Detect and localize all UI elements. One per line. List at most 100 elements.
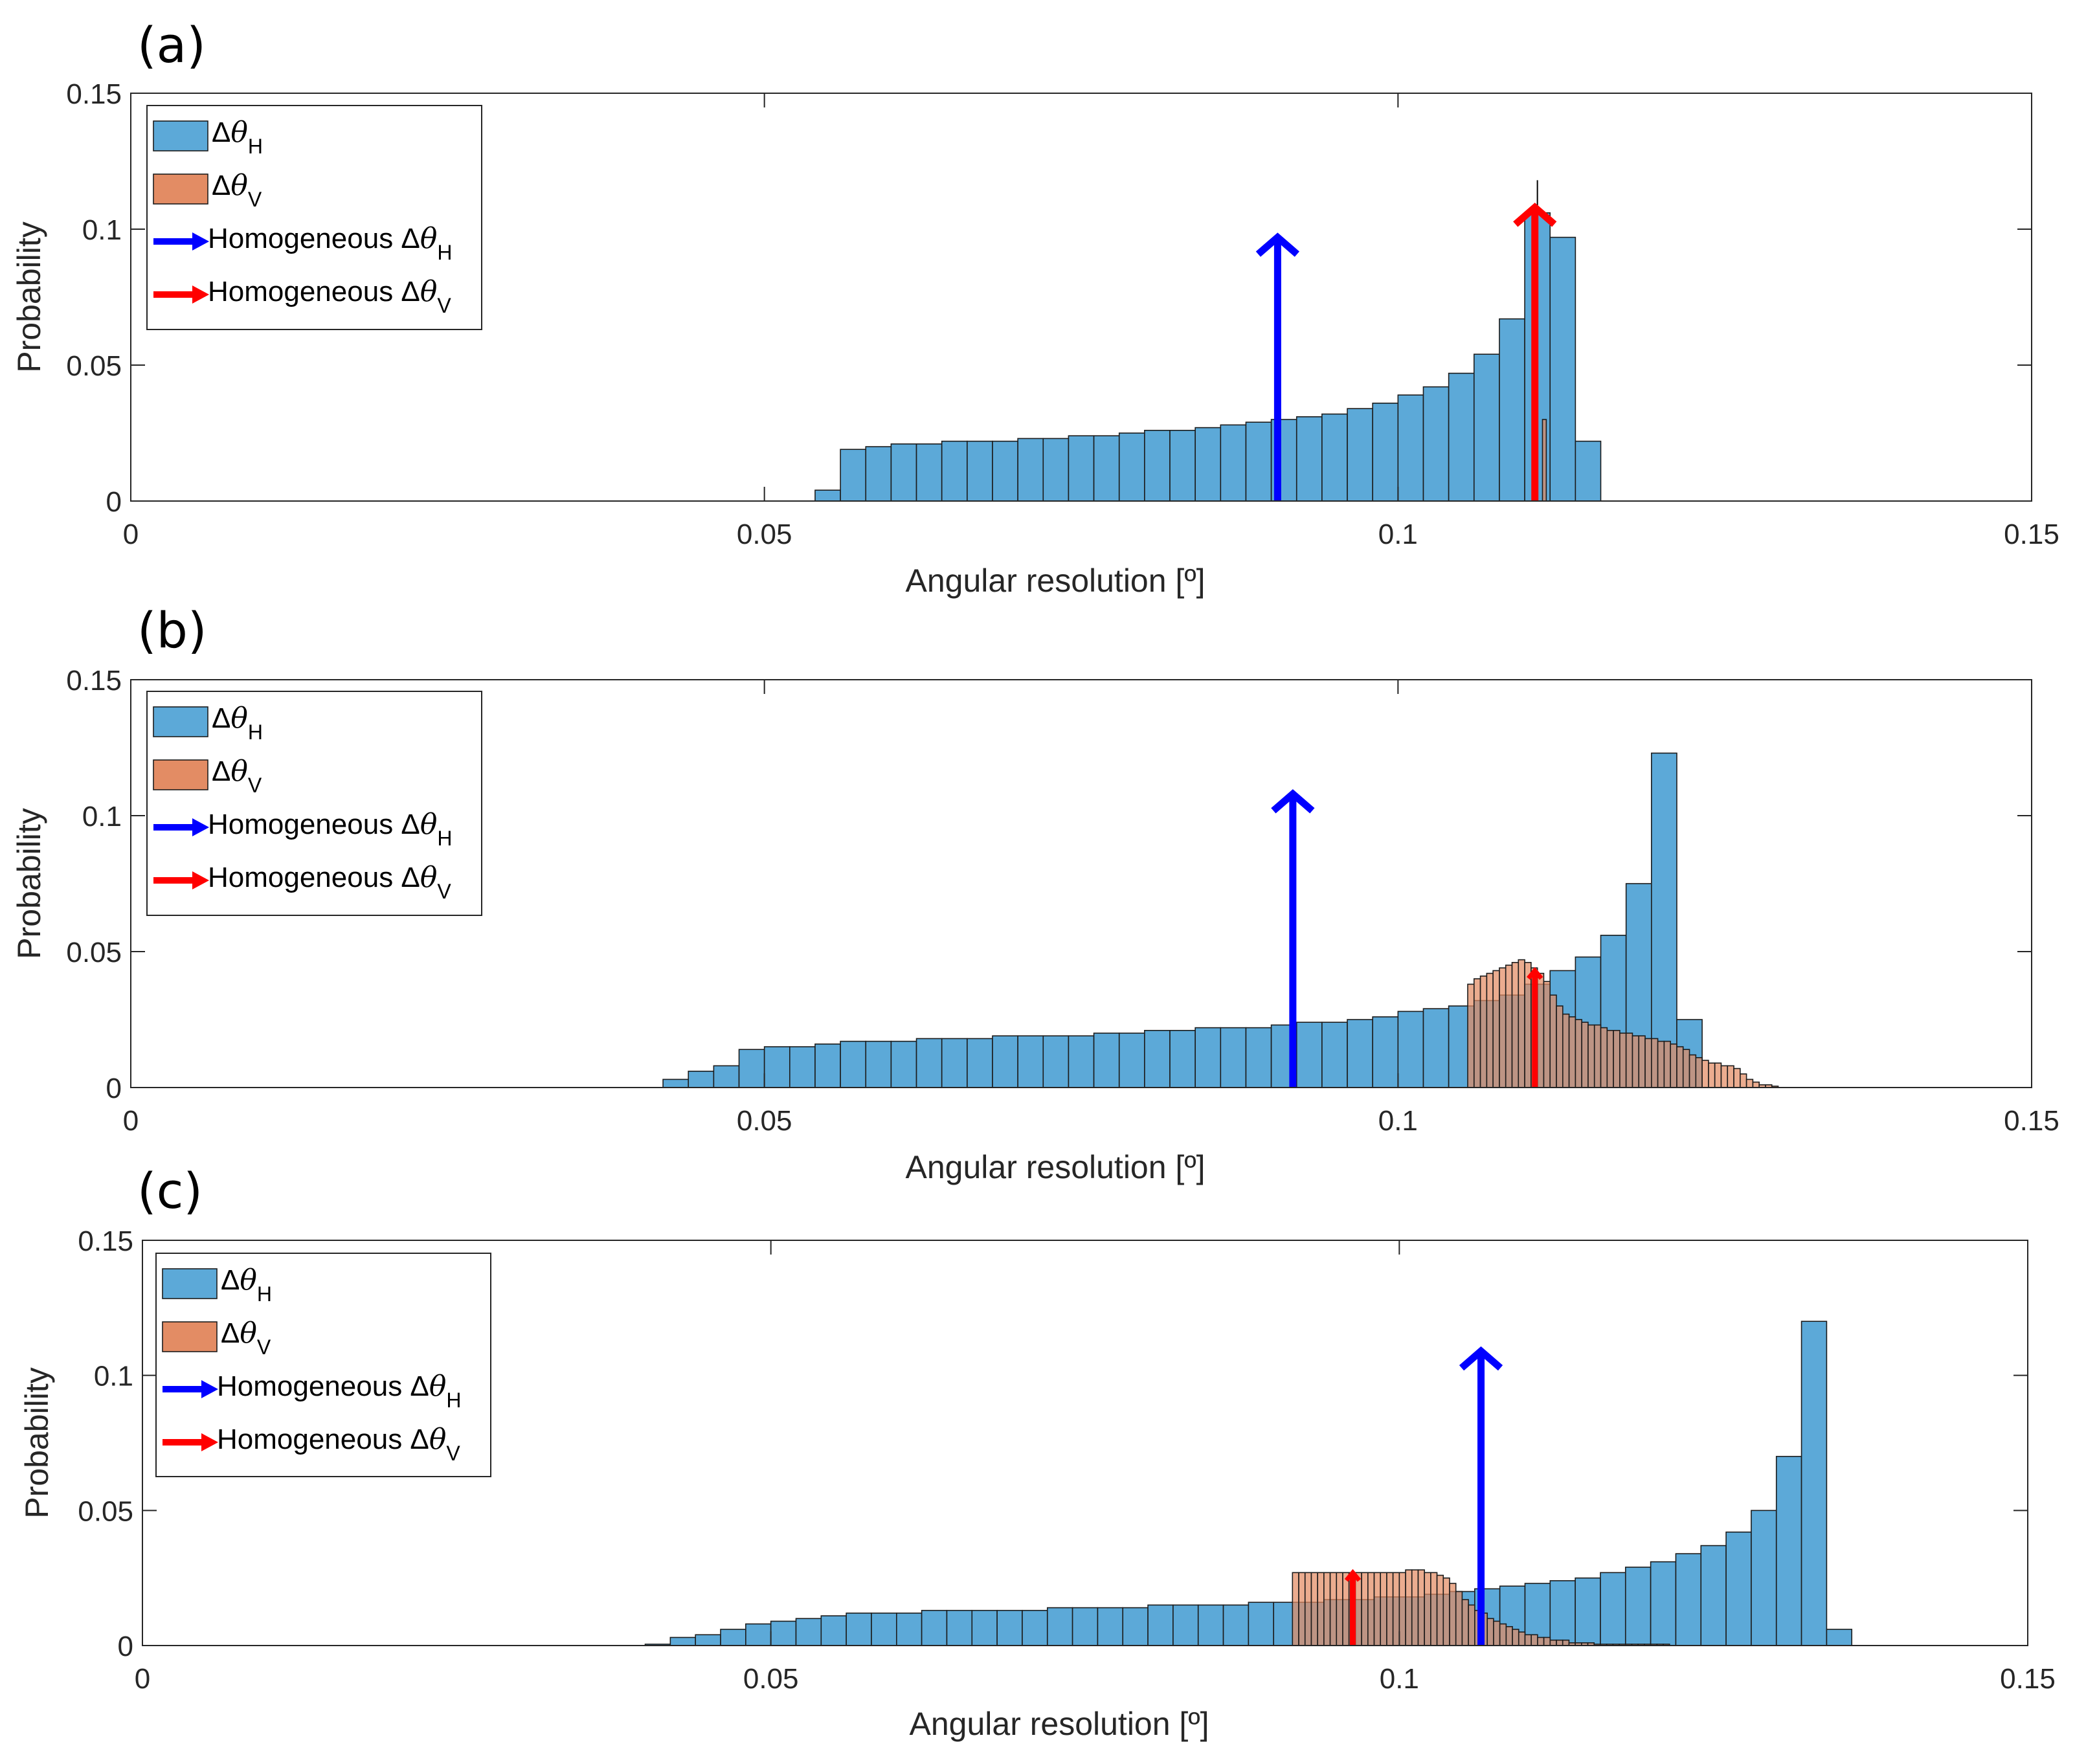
bar-v <box>1531 1634 1538 1646</box>
bar-h <box>1195 427 1222 502</box>
bar-h <box>890 1040 917 1088</box>
bar-h <box>745 1623 772 1646</box>
bar-v <box>1461 1599 1469 1646</box>
bar-h <box>1195 1027 1222 1088</box>
x-axis-label: Angular resolution [º] <box>906 563 1206 599</box>
legend-delta: Δ <box>410 1423 429 1455</box>
bar-h <box>1650 1561 1677 1646</box>
arrow-head <box>1459 1346 1503 1371</box>
legend-theta: θ <box>429 1370 447 1403</box>
legend-label: Homogeneous ΔθV <box>217 1423 460 1465</box>
x-tick-label: 0.05 <box>743 1663 799 1695</box>
bar-h <box>840 449 867 502</box>
bar-h <box>1800 1321 1828 1646</box>
arrow-h <box>1255 232 1299 501</box>
bar-h <box>840 1040 867 1088</box>
bar-v <box>1342 1572 1350 1646</box>
bar-h <box>1022 1609 1048 1646</box>
legend-item: ΔθH <box>153 116 263 158</box>
bar-h <box>1046 1607 1073 1646</box>
legend-item: ΔθV <box>162 1317 271 1359</box>
bar-v <box>1373 1572 1382 1646</box>
bar-h <box>770 1620 797 1646</box>
x-tick-label: 0 <box>123 1105 139 1137</box>
bar-v <box>1424 1572 1431 1646</box>
bar-v <box>1499 1623 1507 1646</box>
legend-subscript: V <box>257 1335 271 1359</box>
bar-h <box>1042 1035 1070 1088</box>
bar-h <box>1245 421 1272 502</box>
axes-box <box>130 679 2032 1088</box>
panel-label: (a) <box>137 16 206 74</box>
bar-h <box>865 1040 892 1088</box>
bar-v <box>1329 1572 1338 1646</box>
bar-v <box>1524 962 1532 1088</box>
bar-v <box>1455 1591 1463 1646</box>
bar-h <box>1122 1607 1149 1646</box>
bar-h <box>1372 402 1399 502</box>
bar-h <box>1017 438 1044 502</box>
bar-h <box>1068 1035 1095 1088</box>
legend-delta: Δ <box>221 1264 240 1296</box>
legend-subscript: V <box>248 188 262 211</box>
bar-h <box>1624 1567 1652 1646</box>
legend-arrow-icon <box>192 818 209 836</box>
legend-swatch <box>162 1268 218 1299</box>
legend-label: ΔθH <box>212 702 263 744</box>
legend-subscript: V <box>248 774 262 797</box>
bar-v <box>1708 1062 1716 1088</box>
y-tick-label: 0.1 <box>82 801 122 832</box>
bar-h <box>669 1636 696 1646</box>
legend-theta: θ <box>420 808 438 841</box>
legend-arrow-icon <box>201 1380 218 1398</box>
legend-subscript: H <box>248 720 263 744</box>
bar-h <box>971 1609 998 1646</box>
bar-h <box>814 1044 841 1088</box>
legend-delta: Δ <box>212 755 230 787</box>
bar-h <box>1725 1531 1752 1646</box>
bar-h <box>890 443 917 502</box>
bar-h <box>992 440 1018 502</box>
legend-delta: Δ <box>401 809 420 840</box>
bar-v <box>1479 976 1488 1088</box>
bar-h <box>1197 1604 1224 1646</box>
bar-h <box>789 1046 816 1088</box>
legend-item: Homogeneous ΔθH <box>153 222 452 264</box>
bar-h <box>1118 1033 1145 1088</box>
bar-h <box>1575 440 1602 502</box>
bar-h <box>1397 394 1424 502</box>
x-tick-label: 0.1 <box>1378 519 1418 550</box>
bar-h <box>896 1613 923 1646</box>
bar-h <box>1093 1033 1120 1088</box>
panel-1: (a) 0 0.05 0.1 0.15 0 0.05 0.1 0.15 Angular resol… <box>11 16 2059 599</box>
bar-v <box>1644 1038 1652 1088</box>
bar-h <box>1700 1545 1727 1646</box>
bar-h <box>1347 408 1373 502</box>
bar-h <box>1321 413 1348 502</box>
bar-h <box>915 1038 943 1088</box>
bar-v <box>1292 1572 1299 1646</box>
x-tick-label: 0.15 <box>2000 1663 2056 1695</box>
bar-v <box>1392 1572 1400 1646</box>
legend-label: Homogeneous ΔθH <box>208 808 452 850</box>
bar-h <box>1068 435 1095 502</box>
bar-v <box>1676 1046 1684 1088</box>
legend-subscript: V <box>437 880 451 903</box>
legend-delta: Δ <box>221 1317 240 1349</box>
bar-v <box>1398 1572 1406 1646</box>
bar-h <box>996 1609 1023 1646</box>
legend-subscript: V <box>446 1442 460 1465</box>
arrow-v <box>1527 966 1543 1088</box>
bar-v <box>1651 1038 1659 1088</box>
legend-subscript: V <box>437 294 451 317</box>
bar-v <box>1733 1067 1741 1088</box>
bar-h <box>1321 1022 1348 1088</box>
x-tick-label: 0.15 <box>2004 1105 2059 1137</box>
bar-v <box>1436 1574 1444 1646</box>
bar-v <box>1468 1604 1475 1646</box>
panel-3: (c) 0 0.05 0.1 0.15 0 0.05 0.1 0.15 Angular resol… <box>19 1162 2056 1742</box>
bar-v <box>1367 1572 1375 1646</box>
legend-subscript: H <box>437 241 452 264</box>
legend-theta: θ <box>240 1317 257 1350</box>
